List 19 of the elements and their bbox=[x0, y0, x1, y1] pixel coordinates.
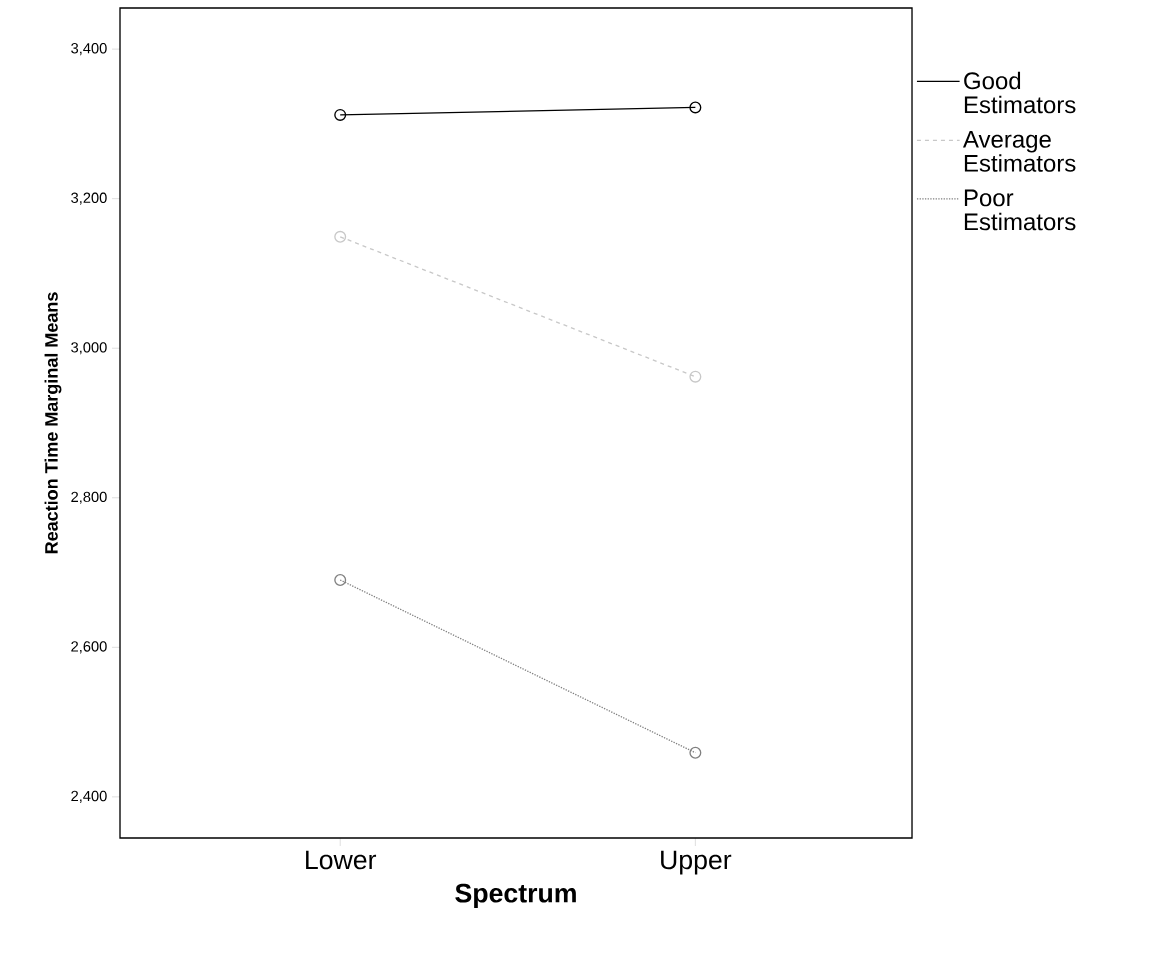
x-tick-label: Lower bbox=[306, 850, 377, 870]
point bbox=[334, 574, 347, 587]
y-tick-label: 3,400 bbox=[71, 43, 107, 56]
y-tick-label: 3,200 bbox=[71, 192, 107, 205]
point bbox=[689, 101, 702, 114]
y-tick-label: 2,600 bbox=[71, 641, 107, 654]
legend-label: Good Estimators bbox=[964, 71, 1076, 114]
y-tick-label: 2,800 bbox=[71, 491, 107, 504]
point bbox=[334, 230, 347, 243]
x-tick-label: Upper bbox=[661, 850, 732, 875]
legend-label: Poor Estimators bbox=[964, 189, 1076, 231]
point bbox=[334, 108, 347, 121]
y-tick-label: 3,000 bbox=[71, 342, 107, 355]
x-axis-title: Spectrum bbox=[455, 883, 576, 908]
legend-label: Average Estimators bbox=[962, 131, 1076, 172]
point bbox=[689, 746, 702, 759]
y-tick-label: 2,400 bbox=[71, 790, 107, 803]
point bbox=[689, 370, 702, 383]
y-axis-title: Reaction Time Marginal Means bbox=[44, 292, 62, 554]
